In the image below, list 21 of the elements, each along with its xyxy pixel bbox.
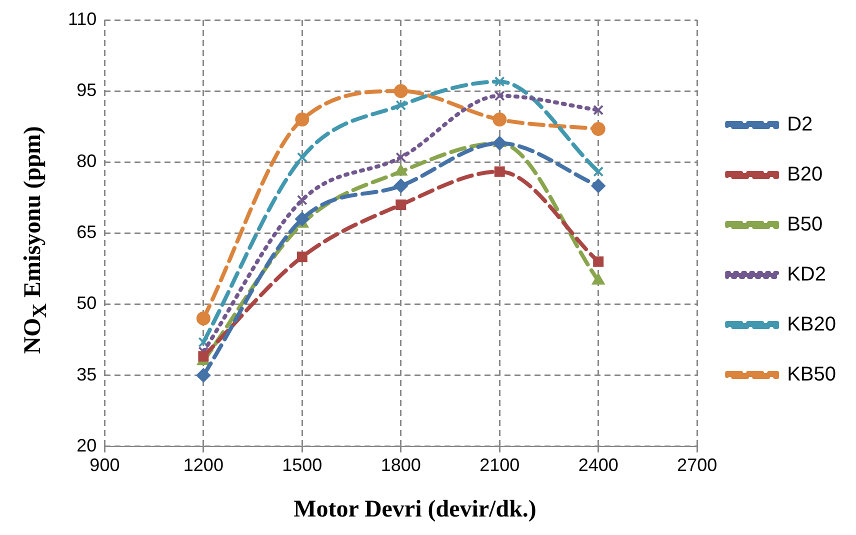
legend-label: KD2: [787, 264, 826, 286]
legend-label: B20: [787, 164, 823, 186]
x-tick-label: 2400: [578, 455, 618, 476]
x-tick-label: 1800: [380, 455, 421, 476]
y-tick-label: 110: [68, 8, 97, 29]
legend-label: KB20: [787, 314, 836, 336]
x-tick-label: 2100: [480, 455, 520, 476]
y-tick-label: 50: [76, 293, 97, 314]
x-tick-label: 1500: [282, 455, 322, 476]
y-tick-label: 20: [76, 435, 97, 456]
y-tick-label: 95: [76, 80, 97, 100]
x-tick-label: 1200: [183, 455, 224, 476]
y-tick-label: 35: [76, 364, 97, 384]
legend-label: D2: [787, 114, 813, 136]
x-tick-label: 2700: [677, 455, 718, 476]
legend-label: B50: [787, 214, 823, 236]
x-tick-label: 900: [90, 455, 120, 476]
x-axis-title: Motor Devri (devir/dk.): [294, 496, 536, 524]
legend-label: KB50: [787, 364, 836, 386]
y-tick-label: 80: [76, 151, 97, 172]
y-tick-label: 65: [76, 222, 97, 242]
